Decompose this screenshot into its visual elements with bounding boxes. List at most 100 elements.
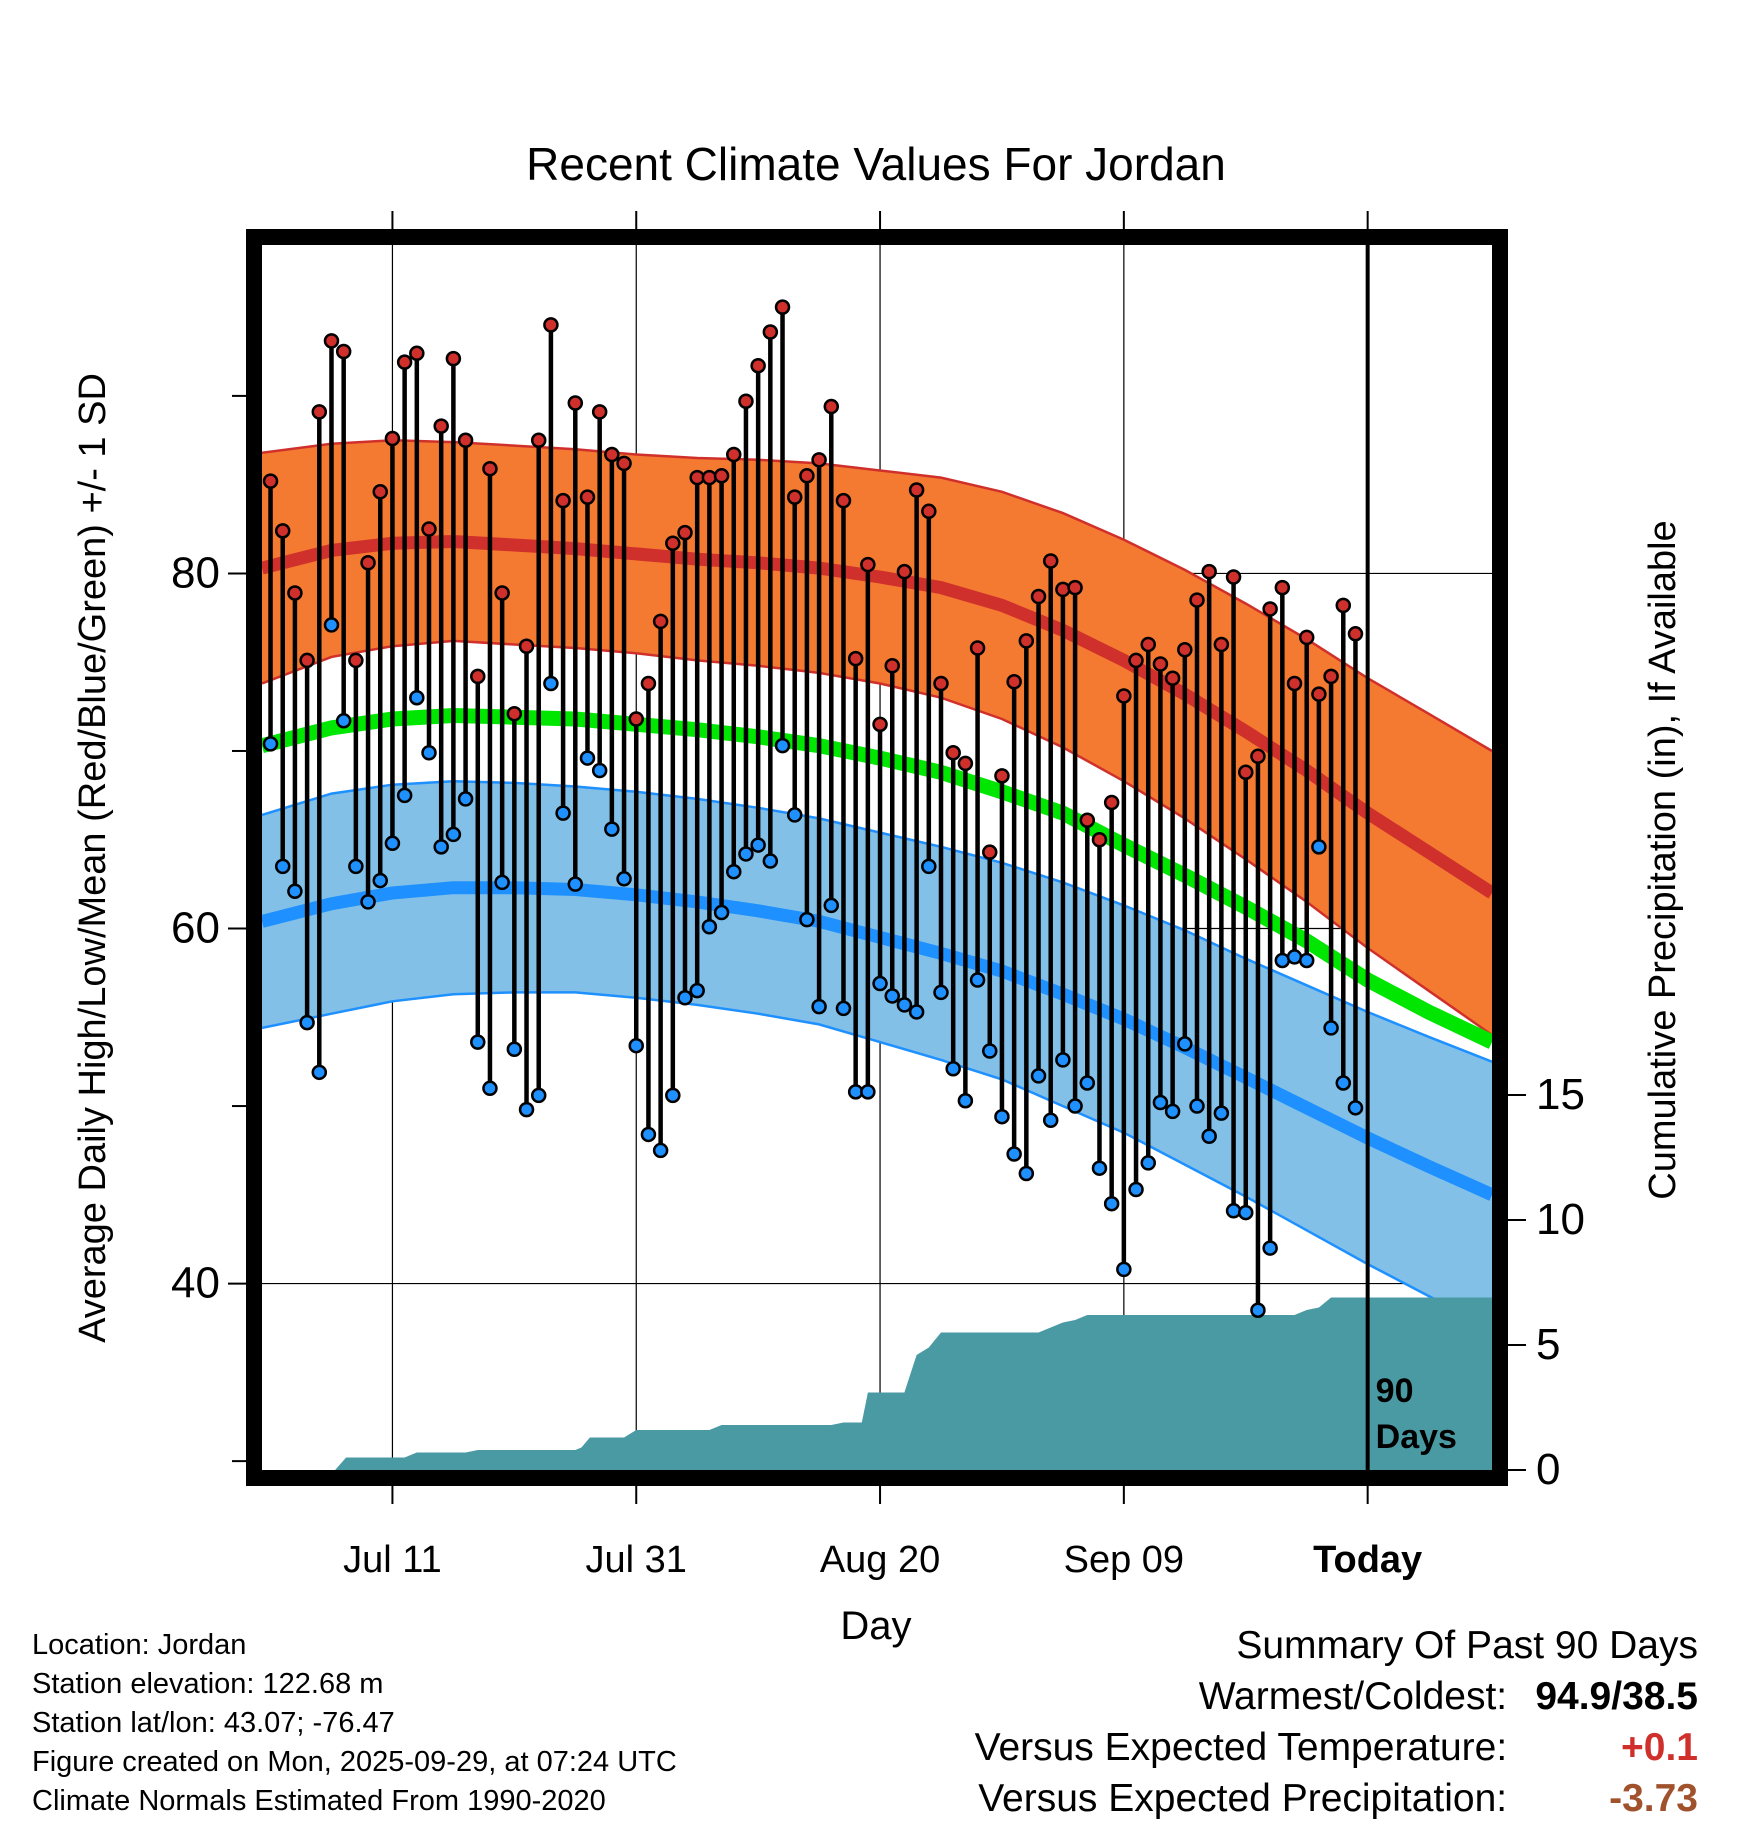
warmest-coldest-value: 94.9/38.5 bbox=[1535, 1675, 1698, 1718]
daily-low-point bbox=[360, 894, 376, 910]
daily-high-point bbox=[567, 395, 584, 411]
daily-high-point bbox=[591, 404, 608, 420]
summary-title: Summary Of Past 90 Days bbox=[1236, 1624, 1698, 1667]
plot-frame bbox=[246, 229, 1508, 1486]
daily-low-point bbox=[726, 863, 742, 880]
daily-high-point bbox=[348, 652, 364, 669]
daily-low-point bbox=[567, 876, 584, 892]
daily-high-point bbox=[1225, 569, 1242, 585]
x-tick-label: Jul 11 bbox=[343, 1539, 442, 1581]
daily-low-point bbox=[482, 1080, 498, 1097]
daily-high-point bbox=[421, 521, 437, 537]
daily-high-point bbox=[994, 768, 1010, 784]
daily-low-point bbox=[762, 853, 779, 869]
daily-high-point bbox=[470, 668, 486, 685]
info-normals: Climate Normals Estimated From 1990-2020 bbox=[32, 1785, 606, 1817]
normal-high-sd-band bbox=[262, 440, 1492, 1035]
normal-low-lower-edge bbox=[262, 991, 1492, 1330]
daily-high-point bbox=[335, 343, 352, 360]
daily-low-point bbox=[1116, 1261, 1132, 1278]
daily-high-point bbox=[360, 555, 376, 571]
daily-high-point bbox=[1213, 636, 1230, 653]
daily-low-point bbox=[494, 874, 510, 891]
daily-high-point bbox=[665, 535, 681, 552]
daily-low-point bbox=[591, 762, 608, 779]
daily-high-point bbox=[774, 299, 791, 315]
daily-low-point bbox=[1055, 1052, 1071, 1068]
daily-high-point bbox=[628, 711, 644, 727]
daily-low-point bbox=[287, 883, 303, 899]
daily-low-point bbox=[543, 675, 559, 692]
daily-high-point bbox=[372, 484, 388, 500]
daily-low-point bbox=[1298, 952, 1315, 969]
daily-high-point bbox=[311, 404, 328, 420]
x-axis-label: Day bbox=[840, 1604, 911, 1648]
daily-high-point bbox=[1079, 812, 1096, 828]
daily-low-point bbox=[677, 990, 693, 1006]
daily-low-point bbox=[872, 975, 888, 992]
daily-low-point bbox=[908, 1004, 925, 1020]
info-location: Location: Jordan bbox=[32, 1629, 247, 1661]
daily-low-point bbox=[640, 1126, 657, 1143]
daily-low-point bbox=[994, 1108, 1010, 1125]
daily-low-point bbox=[945, 1061, 961, 1077]
daily-low-point bbox=[616, 871, 632, 887]
daily-low-point bbox=[738, 846, 754, 862]
daily-high-point bbox=[1140, 636, 1156, 653]
daily-low-point bbox=[311, 1064, 328, 1081]
daily-low-point bbox=[445, 826, 462, 843]
precip-diff-label: Versus Expected Precipitation: bbox=[978, 1777, 1508, 1820]
daily-low-point bbox=[1311, 839, 1327, 855]
daily-low-point bbox=[518, 1101, 535, 1118]
daily-low-point bbox=[372, 872, 388, 889]
daily-low-point bbox=[701, 918, 718, 935]
summary-temp: Versus Expected Temperature: +0.1 bbox=[975, 1722, 1698, 1773]
daily-low-point bbox=[1250, 1302, 1266, 1318]
daily-low-point bbox=[652, 1142, 669, 1159]
daily-low-point bbox=[1067, 1098, 1083, 1114]
daily-high-point bbox=[677, 524, 693, 541]
y2-axis-label: Cumulative Precipitation (in), If Availa… bbox=[1642, 520, 1684, 1199]
daily-low-point bbox=[433, 839, 449, 855]
daily-low-point bbox=[982, 1043, 998, 1059]
daily-low-point bbox=[969, 972, 986, 988]
daily-high-point bbox=[908, 482, 925, 498]
y-tick-label: 60 bbox=[171, 904, 220, 953]
daily-high-point bbox=[1164, 670, 1181, 686]
daily-high-point bbox=[1347, 626, 1364, 642]
daily-high-point bbox=[323, 333, 340, 349]
daily-high-point bbox=[762, 324, 779, 340]
y-tick-label: 80 bbox=[171, 548, 220, 597]
daily-low-point bbox=[1091, 1160, 1108, 1176]
daily-high-point bbox=[872, 716, 888, 733]
daily-high-point bbox=[799, 468, 815, 484]
daily-high-point bbox=[1286, 675, 1303, 692]
daily-high-point bbox=[969, 640, 986, 656]
station-info: Location: Jordan Station elevation: 122.… bbox=[32, 1626, 677, 1821]
daily-low-point bbox=[457, 791, 474, 807]
x-tick-label: Today bbox=[1313, 1539, 1422, 1581]
daily-high-point bbox=[811, 452, 827, 468]
daily-low-point bbox=[811, 998, 827, 1015]
daily-high-point bbox=[1055, 581, 1071, 598]
daily-low-point bbox=[1201, 1128, 1217, 1144]
daily-low-point bbox=[262, 736, 279, 752]
daily-high-point bbox=[1067, 579, 1083, 596]
daily-high-point bbox=[1311, 686, 1327, 702]
daily-high-point bbox=[701, 469, 718, 486]
daily-low-point bbox=[750, 837, 766, 853]
daily-high-point bbox=[957, 755, 974, 772]
daily-high-point bbox=[896, 563, 913, 580]
warmest-coldest-label: Warmest/Coldest: bbox=[1198, 1675, 1508, 1718]
daily-high-point bbox=[287, 585, 303, 601]
daily-low-point bbox=[1042, 1112, 1059, 1129]
daily-low-point bbox=[1225, 1203, 1242, 1219]
daily-low-point bbox=[823, 897, 840, 914]
daily-high-point bbox=[1128, 652, 1144, 669]
plot-area: 90 Days bbox=[262, 245, 1492, 1470]
daily-high-point bbox=[604, 446, 620, 463]
daily-low-point bbox=[1030, 1068, 1047, 1084]
daily-high-point bbox=[933, 675, 949, 692]
summary-warmest-coldest: Warmest/Coldest: 94.9/38.5 bbox=[975, 1671, 1698, 1722]
